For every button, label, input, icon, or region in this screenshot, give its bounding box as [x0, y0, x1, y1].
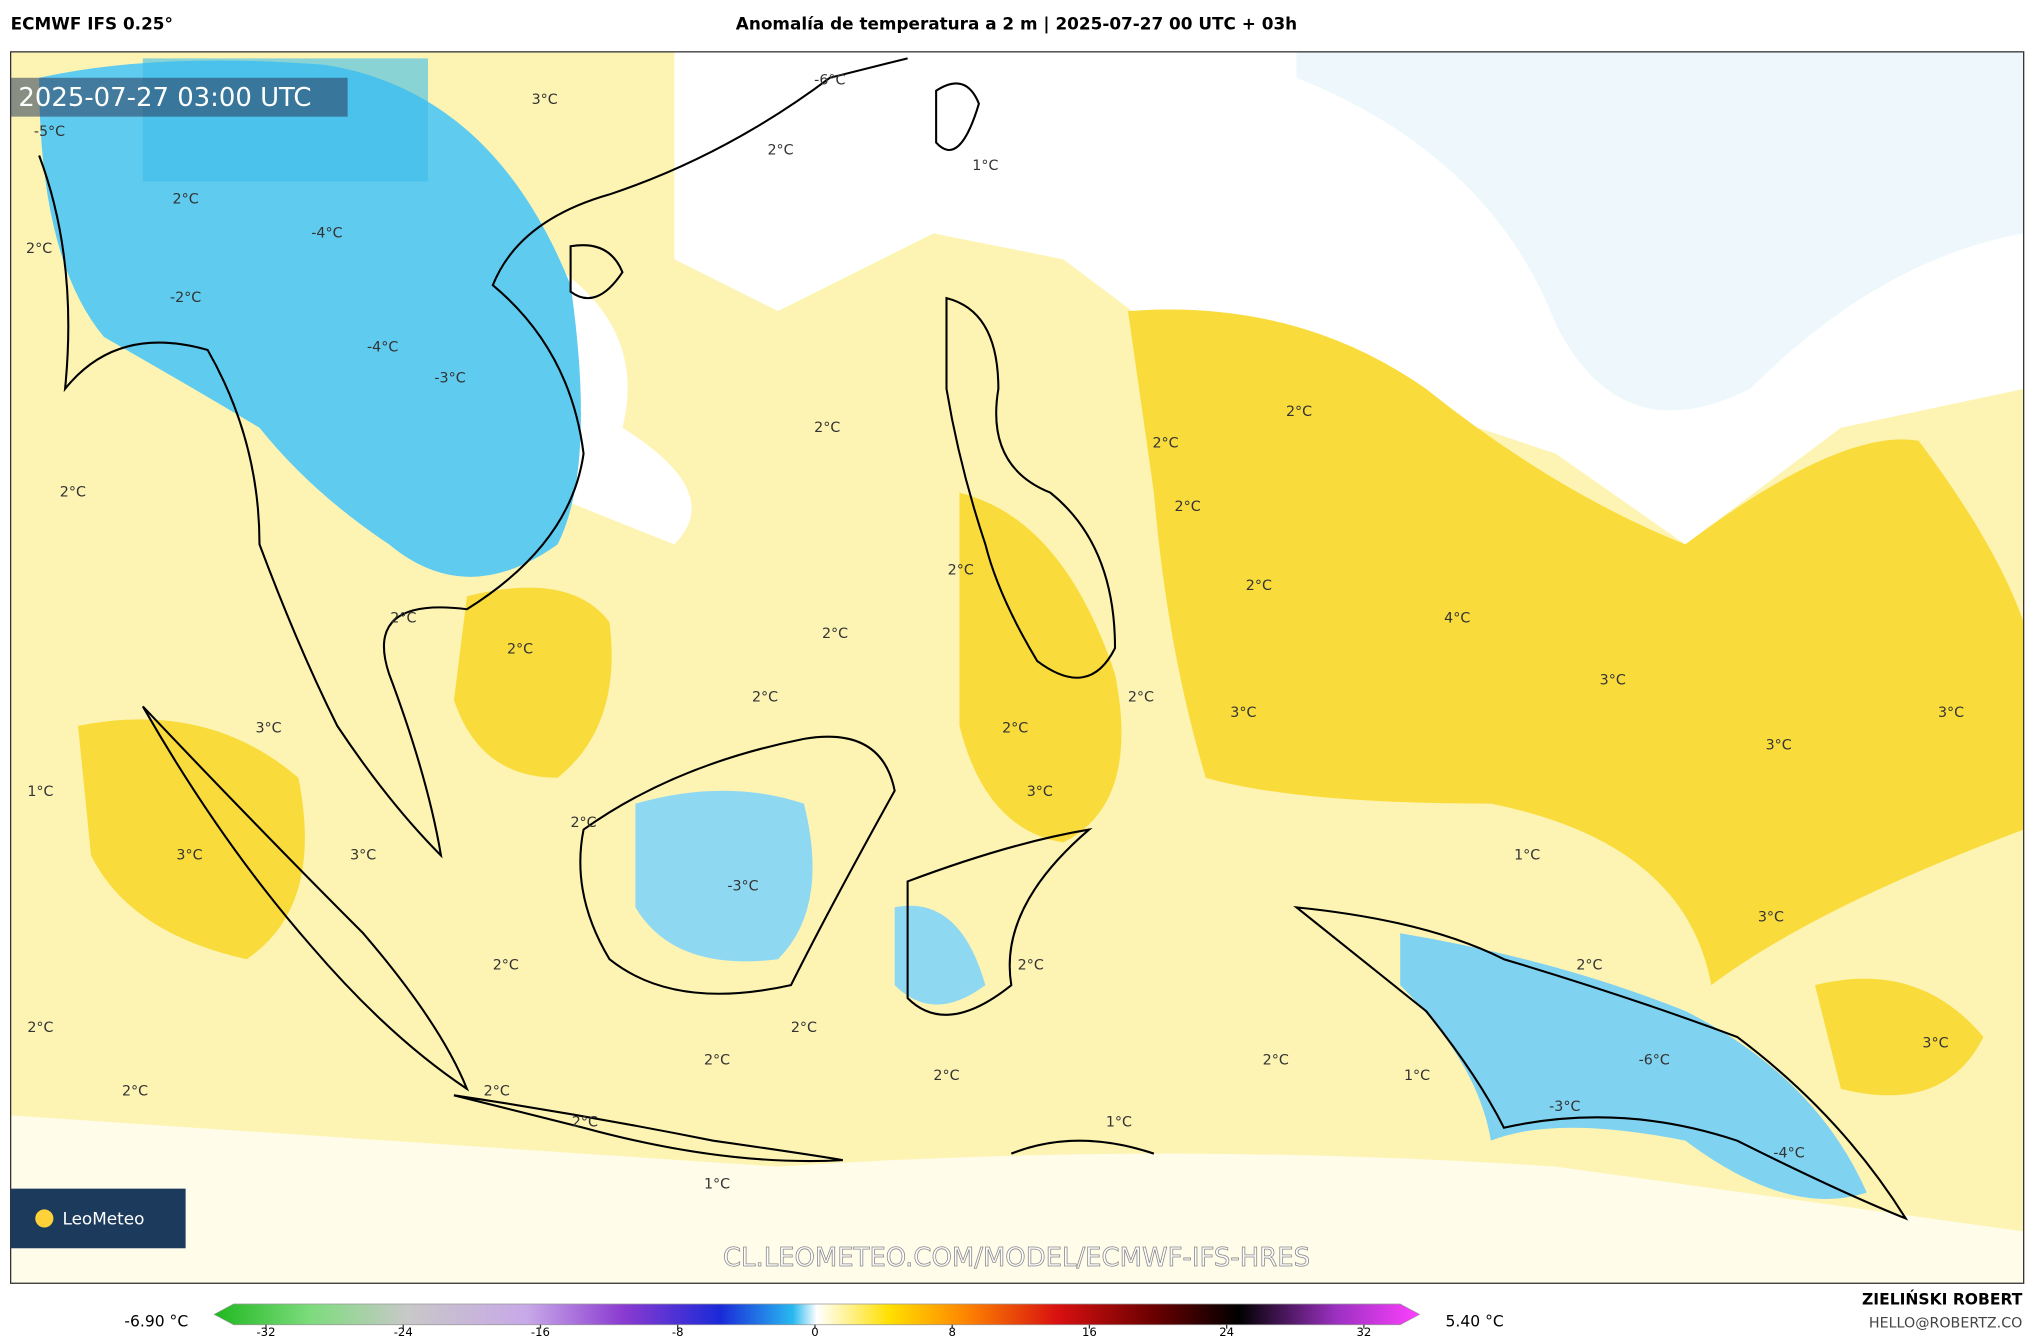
- contour-label: 1°C: [1404, 1068, 1430, 1084]
- contour-label: 2°C: [60, 485, 86, 501]
- contour-label: -5°C: [34, 124, 65, 140]
- contour-label: 2°C: [948, 562, 974, 578]
- colorbar-tick-label: 16: [1082, 1325, 1097, 1339]
- contour-label: -4°C: [367, 339, 398, 355]
- contour-label: 3°C: [350, 848, 376, 864]
- logo-sun: [35, 1209, 54, 1228]
- coastlines: [38, 57, 1909, 1221]
- colorbar-tick-label: 24: [1219, 1325, 1234, 1339]
- contour-label: 3°C: [532, 92, 558, 108]
- cool-area: [1400, 933, 1867, 1200]
- colorbar-tick-label: -16: [531, 1325, 550, 1339]
- contour-label: 2°C: [173, 192, 199, 208]
- valid-time: 2025-07-27 03:00 UTC: [18, 83, 311, 113]
- contour-label: 2°C: [27, 1020, 53, 1036]
- contour-label: 3°C: [1758, 910, 1784, 926]
- warm-area: [1814, 978, 1984, 1096]
- cool-area: [894, 905, 986, 1005]
- neutral-area: [1296, 51, 2024, 411]
- colorbar: [213, 1303, 1421, 1326]
- author: ZIELIŃSKI ROBERT: [1862, 1290, 2023, 1309]
- contour-label: 2°C: [704, 1052, 730, 1068]
- contour-label: 2°C: [493, 958, 519, 974]
- colorbar-max: 5.40 °C: [1446, 1313, 1504, 1331]
- contour-label: -4°C: [1773, 1146, 1804, 1162]
- contour-label: 2°C: [768, 142, 794, 158]
- contour-label: 2°C: [814, 420, 840, 436]
- contour-label: 3°C: [1027, 784, 1053, 800]
- colorbar-tick-label: 32: [1356, 1325, 1371, 1339]
- neutral-area: [10, 1115, 2024, 1284]
- contour-label: 2°C: [1286, 404, 1312, 420]
- contour-label: 3°C: [1230, 705, 1256, 721]
- contour-label: 2°C: [26, 241, 52, 257]
- colorbar-tick-label: -32: [256, 1325, 275, 1339]
- contour-label: 2°C: [507, 641, 533, 657]
- colorbar-tick-label: -24: [394, 1325, 413, 1339]
- map-frame: [9, 51, 2025, 1284]
- colorbar-min: -6.90 °C: [124, 1313, 188, 1331]
- contour-label: 3°C: [256, 720, 282, 736]
- contour-label: 2°C: [572, 1115, 598, 1131]
- colorbar-tick-label: -8: [672, 1325, 684, 1339]
- contour-label: -3°C: [727, 879, 758, 895]
- contour-label: 3°C: [1922, 1035, 1948, 1051]
- contour-label: 1°C: [704, 1177, 730, 1193]
- cool-area: [635, 790, 813, 962]
- warm-area: [453, 587, 612, 778]
- contour-label: 2°C: [1128, 689, 1154, 705]
- warm-area: [959, 492, 1122, 843]
- contour-label: 2°C: [570, 815, 596, 831]
- contour-label: 2°C: [1152, 435, 1178, 451]
- contour-label: -3°C: [1549, 1099, 1580, 1115]
- contour-label: 2°C: [752, 689, 778, 705]
- contour-label: 1°C: [1514, 848, 1540, 864]
- neutral-area: [544, 259, 692, 545]
- time-box: [10, 77, 348, 117]
- contour-label: 2°C: [1002, 720, 1028, 736]
- contour-label: 2°C: [1576, 958, 1602, 974]
- contour-label: 1°C: [27, 784, 53, 800]
- watermark: CL.LEOMETEO.COM/MODEL/ECMWF-IFS-HRES: [723, 1243, 1310, 1273]
- cool-area: [142, 58, 429, 182]
- contour-label: -6°C: [814, 72, 845, 88]
- colorbar-tick-label: 0: [811, 1325, 818, 1339]
- contour-label: 2°C: [1175, 499, 1201, 515]
- colorbar-tick-label: 8: [948, 1325, 955, 1339]
- cool-area: [39, 60, 581, 577]
- contour-label: 3°C: [176, 848, 202, 864]
- map: [10, 51, 2024, 1284]
- map-title: Anomalía de temperatura a 2 m | 2025-07-…: [736, 14, 1297, 34]
- contour-label: 2°C: [791, 1020, 817, 1036]
- contour-label: -3°C: [434, 370, 465, 386]
- contour-label: 2°C: [1263, 1052, 1289, 1068]
- contour-label: 3°C: [1766, 737, 1792, 753]
- contour-label: 1°C: [972, 158, 998, 174]
- contour-label: 2°C: [933, 1068, 959, 1084]
- warm-area: [78, 719, 305, 960]
- contour-label: 2°C: [484, 1083, 510, 1099]
- contour-label: -2°C: [170, 290, 201, 306]
- email: HELLO@ROBERTZ.CO: [1869, 1315, 2022, 1331]
- model-name: ECMWF IFS 0.25°: [11, 14, 173, 34]
- contour-label: 4°C: [1444, 610, 1470, 626]
- contour-label: -4°C: [311, 225, 342, 241]
- contour-label: 1°C: [1106, 1115, 1132, 1131]
- contour-label: 2°C: [1246, 578, 1272, 594]
- logo: LeoMeteo: [62, 1209, 144, 1229]
- contour-label: 2°C: [1018, 958, 1044, 974]
- contour-label: 3°C: [1600, 673, 1626, 689]
- contour-label: -6°C: [1639, 1052, 1670, 1068]
- contour-label: 2°C: [822, 626, 848, 642]
- contour-label: 2°C: [122, 1083, 148, 1099]
- contour-label: 2°C: [390, 610, 416, 626]
- contour-label: 3°C: [1938, 705, 1964, 721]
- warm-area: [1127, 309, 2024, 986]
